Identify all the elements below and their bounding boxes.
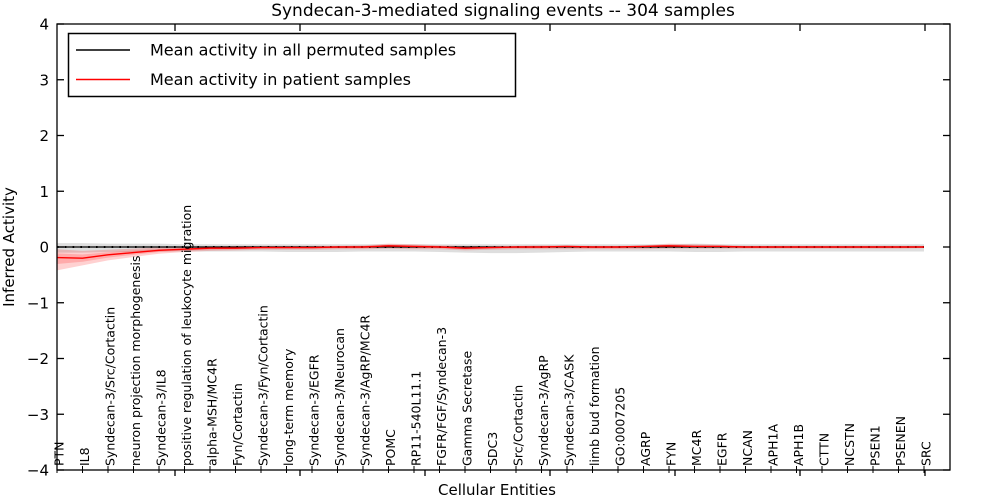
x-category-label: Syndecan-3/IL8 <box>154 369 169 466</box>
x-category-label: Syndecan-3/Fyn/Cortactin <box>256 305 271 466</box>
x-category-label: POMC <box>383 429 398 466</box>
x-category-label: MC4R <box>689 430 704 466</box>
y-tick-label: −4 <box>27 462 49 480</box>
plot-frame <box>56 23 951 471</box>
y-tick-label: 0 <box>39 239 49 257</box>
axes-layer: 4 3 2 1 0 −1 −2 −3 −4 <box>27 16 950 480</box>
x-category-label: PSEN1 <box>868 425 883 466</box>
x-category-label: SRC <box>919 441 934 466</box>
x-category-label: neuron projection morphogenesis <box>128 255 143 466</box>
y-tick-label: −1 <box>27 294 49 312</box>
y-tick-label: 2 <box>39 127 49 145</box>
y-axis-label: Inferred Activity <box>0 187 18 307</box>
x-category-label: RP11-540L11.1 <box>409 371 424 466</box>
x-category-label: PSENEN <box>893 416 908 466</box>
x-category-label: long-term memory <box>281 348 296 466</box>
y-tick-label: −3 <box>27 406 49 424</box>
x-category-label: FYN <box>664 442 679 466</box>
x-category-label: APH1A <box>766 424 781 466</box>
x-category-label: AGRP <box>638 431 653 466</box>
y-tick-label: 4 <box>39 16 49 34</box>
x-category-label: APH1B <box>791 424 806 466</box>
x-category-label: Syndecan-3/CASK <box>562 354 577 466</box>
x-category-label: NCSTN <box>842 423 857 466</box>
series-lines-layer <box>56 245 924 259</box>
x-category-label: FGFR/FGF/Syndecan-3 <box>434 327 449 466</box>
x-category-label: IL8 <box>77 447 92 466</box>
x-category-label: positive regulation of leukocyte migrati… <box>179 205 194 466</box>
y-tick-label: 1 <box>39 183 49 201</box>
x-category-label: SDC3 <box>485 432 500 466</box>
x-category-label: limb bud formation <box>587 346 602 466</box>
legend-label-permuted: Mean activity in all permuted samples <box>150 41 456 60</box>
patient-mean-line <box>56 245 924 259</box>
x-category-label: Gamma Secretase <box>460 351 475 466</box>
x-category-label: Fyn/Cortactin <box>230 383 245 466</box>
x-category-label: NCAN <box>740 430 755 466</box>
x-axis-label: Cellular Entities <box>438 481 556 499</box>
legend: Mean activity in all permuted samples Me… <box>67 32 517 98</box>
x-category-label: Syndecan-3/EGFR <box>307 354 322 466</box>
x-category-label: Src/Cortactin <box>511 385 526 466</box>
x-category-label: Syndecan-3/Src/Cortactin <box>103 307 118 466</box>
x-category-label: Syndecan-3/Neurocan <box>332 328 347 466</box>
x-category-label: Syndecan-3/AgRP/MC4R <box>358 315 373 466</box>
legend-label-patient: Mean activity in patient samples <box>150 70 411 89</box>
x-category-label: CTTN <box>817 433 832 466</box>
x-category-label: Syndecan-3/AgRP <box>536 355 551 466</box>
y-tick-label: −2 <box>27 350 49 368</box>
x-category-label: PTN <box>52 441 67 466</box>
x-category-label: alpha-MSH/MC4R <box>205 358 220 466</box>
x-category-labels-layer: PTN IL8 Syndecan-3/Src/Cortactin neuron pro… <box>52 205 934 466</box>
x-category-label: GO:0007205 <box>613 387 628 466</box>
y-tick-label: 3 <box>39 71 49 89</box>
legend-box <box>67 32 517 98</box>
x-category-label: EGFR <box>715 432 730 466</box>
chart-title: Syndecan-3-mediated signaling events -- … <box>271 1 735 21</box>
